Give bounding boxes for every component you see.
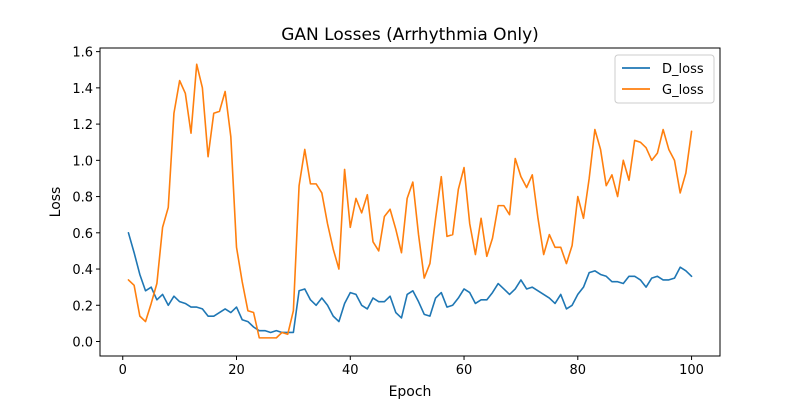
y-tick-label: 0.4: [72, 263, 93, 278]
x-tick-label: 100: [679, 363, 704, 378]
x-tick-label: 40: [342, 363, 359, 378]
y-tick-label: 0.0: [72, 336, 93, 351]
y-tick-label: 0.6: [72, 227, 93, 242]
legend-label: D_loss: [662, 62, 704, 77]
legend-label: G_loss: [662, 83, 704, 98]
y-axis-label: Loss: [48, 187, 64, 218]
x-tick-label: 0: [119, 363, 127, 378]
series-line-d-loss: [127, 232, 693, 334]
x-tick-label: 60: [456, 363, 473, 378]
y-tick-label: 0.8: [72, 191, 93, 206]
x-tick-label: 20: [228, 363, 245, 378]
chart-title: GAN Losses (Arrhythmia Only): [281, 25, 539, 45]
legend: D_loss G_loss: [614, 54, 715, 104]
y-axis: 0.0 0.2 0.4 0.6 0.8 1.0 1.2 1.4 1.6: [72, 46, 100, 351]
y-tick-label: 0.2: [72, 299, 93, 314]
y-tick-label: 1.2: [72, 118, 93, 133]
x-axis: 0 20 40 60 80 100: [119, 356, 704, 378]
series-line-g-loss: [127, 63, 693, 339]
y-tick-label: 1.4: [72, 82, 93, 97]
y-tick-label: 1.0: [72, 154, 93, 169]
x-tick-label: 80: [570, 363, 587, 378]
series-layer: [127, 63, 693, 339]
x-axis-label: Epoch: [389, 384, 432, 400]
plot-area: [99, 47, 721, 357]
y-tick-label: 1.6: [72, 46, 93, 61]
legend-box: [614, 54, 715, 104]
